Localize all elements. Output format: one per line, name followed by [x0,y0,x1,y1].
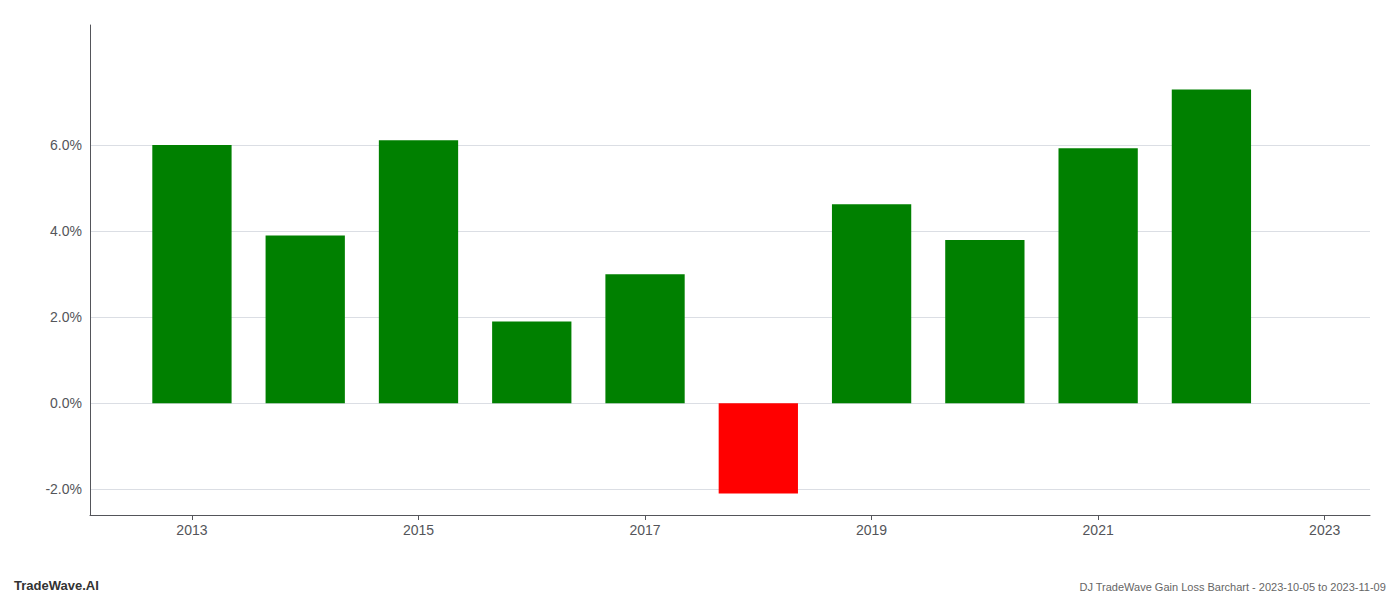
svg-text:2.0%: 2.0% [50,309,82,325]
svg-text:2023: 2023 [1309,522,1340,538]
svg-text:2019: 2019 [856,522,887,538]
svg-text:TradeWave.AI: TradeWave.AI [14,578,99,593]
svg-text:4.0%: 4.0% [50,223,82,239]
svg-text:2015: 2015 [403,522,434,538]
svg-text:2021: 2021 [1083,522,1114,538]
svg-text:6.0%: 6.0% [50,137,82,153]
svg-text:-2.0%: -2.0% [45,481,82,497]
svg-text:2017: 2017 [629,522,660,538]
svg-text:DJ TradeWave Gain Loss Barchar: DJ TradeWave Gain Loss Barchart - 2023-1… [1079,581,1385,593]
svg-text:0.0%: 0.0% [50,395,82,411]
svg-text:2013: 2013 [176,522,207,538]
